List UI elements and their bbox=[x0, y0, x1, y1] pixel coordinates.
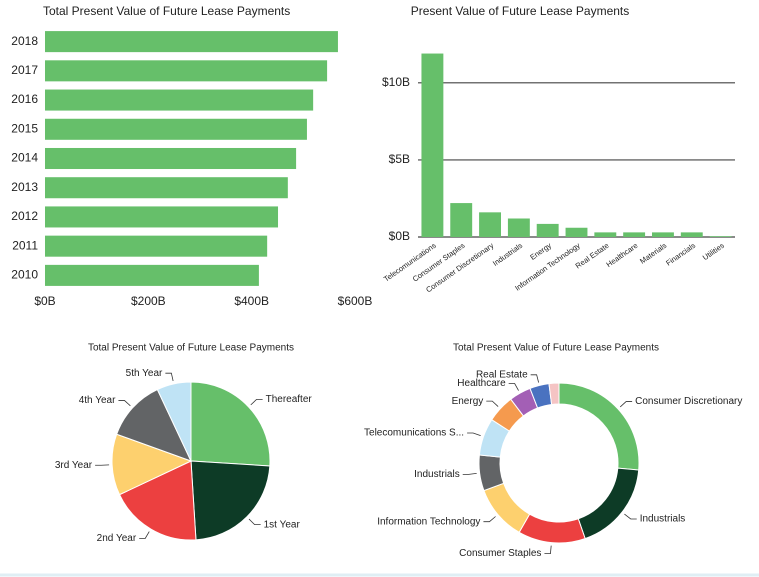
y-tick-label: 2010 bbox=[11, 268, 38, 282]
slice-label: Telecomunications S... bbox=[364, 428, 464, 439]
y-tick-label: 2012 bbox=[11, 209, 38, 223]
slice bbox=[118, 460, 197, 541]
bar bbox=[623, 232, 646, 237]
y-tick-label: 2017 bbox=[11, 63, 38, 77]
leader-line bbox=[139, 531, 150, 539]
bar bbox=[536, 223, 559, 237]
slice bbox=[548, 382, 560, 406]
y-tick-label: 2018 bbox=[11, 34, 38, 48]
bar bbox=[450, 203, 473, 237]
x-tick-label: $400B bbox=[234, 294, 269, 308]
slice bbox=[190, 381, 271, 467]
chart-title: Present Value of Future Lease Payments bbox=[411, 4, 630, 18]
bar bbox=[45, 147, 297, 170]
bar bbox=[45, 264, 259, 286]
slice-label: 3rd Year bbox=[55, 460, 93, 471]
x-tick-label: $600B bbox=[338, 294, 373, 308]
leader-line bbox=[165, 372, 174, 382]
slice-label: Energy bbox=[452, 396, 484, 407]
bar bbox=[652, 232, 674, 237]
bar bbox=[45, 89, 314, 111]
y-tick-label: 2014 bbox=[11, 151, 38, 165]
leader-line bbox=[248, 518, 261, 526]
bar bbox=[45, 235, 268, 257]
leader-line bbox=[530, 374, 539, 383]
bar bbox=[709, 236, 732, 237]
slice-label: Industrials bbox=[640, 514, 686, 525]
slice-label: Industrials bbox=[414, 469, 460, 480]
x-tick-label: $200B bbox=[131, 294, 166, 308]
y-tick-label: $5B bbox=[389, 152, 410, 166]
chart-title: Total Present Value of Future Lease Paym… bbox=[88, 343, 294, 354]
leader-line bbox=[619, 401, 633, 408]
slice-label: 5th Year bbox=[126, 368, 163, 379]
y-tick-label: 2011 bbox=[12, 238, 38, 252]
slice-label: Thereafter bbox=[266, 394, 313, 405]
y-tick-label: 2013 bbox=[11, 180, 38, 194]
slice bbox=[190, 460, 271, 541]
bar bbox=[45, 118, 307, 140]
leader-line bbox=[544, 545, 552, 554]
bar bbox=[45, 60, 328, 82]
slice bbox=[116, 388, 192, 462]
leader-line bbox=[118, 400, 131, 407]
leader-line bbox=[508, 383, 519, 391]
leader-line bbox=[462, 473, 477, 475]
chart-title: Total Present Value of Future Lease Paym… bbox=[43, 4, 290, 18]
bar bbox=[680, 232, 703, 237]
leader-line bbox=[486, 400, 499, 407]
bar bbox=[565, 227, 588, 237]
y-tick-label: 2015 bbox=[11, 121, 38, 135]
slice-label: Information Technology bbox=[377, 516, 480, 527]
slice-label: 4th Year bbox=[79, 395, 116, 406]
slice-label: Consumer Discretionary bbox=[635, 396, 742, 407]
slice bbox=[111, 433, 193, 496]
bar bbox=[45, 206, 279, 228]
bar bbox=[45, 31, 338, 53]
slice-label: 2nd Year bbox=[97, 533, 137, 544]
y-tick-label: $10B bbox=[382, 75, 410, 89]
chart-title: Total Present Value of Future Lease Paym… bbox=[453, 343, 659, 354]
leader-line bbox=[483, 516, 496, 523]
leader-line bbox=[467, 432, 481, 436]
leader-line bbox=[624, 513, 637, 520]
bar bbox=[507, 218, 530, 237]
slice bbox=[156, 381, 192, 462]
bar bbox=[594, 232, 617, 237]
leader-line bbox=[250, 398, 263, 406]
bar bbox=[421, 53, 444, 237]
bar bbox=[45, 177, 288, 199]
slice-label: Real Estate bbox=[476, 369, 528, 380]
slice-label: 1st Year bbox=[264, 519, 301, 530]
bar bbox=[479, 212, 501, 237]
y-tick-label: 2016 bbox=[11, 92, 38, 106]
y-tick-label: $0B bbox=[389, 229, 410, 243]
slice-label: Consumer Staples bbox=[459, 548, 541, 559]
x-tick-label: $0B bbox=[34, 294, 55, 308]
slice-label: Healthcare bbox=[457, 378, 506, 389]
